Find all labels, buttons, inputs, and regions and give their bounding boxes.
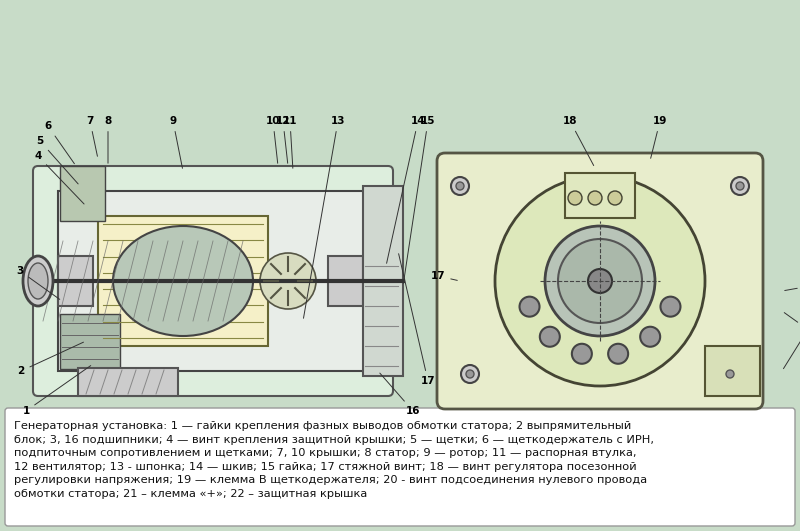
Text: 17: 17 [398, 254, 435, 386]
Text: 10: 10 [266, 116, 280, 163]
Circle shape [495, 176, 705, 386]
Circle shape [451, 177, 469, 195]
Text: 9: 9 [170, 116, 182, 168]
Circle shape [721, 365, 739, 383]
Circle shape [608, 344, 628, 364]
Text: 1: 1 [22, 366, 90, 416]
Circle shape [608, 191, 622, 205]
Circle shape [588, 269, 612, 293]
Circle shape [736, 182, 744, 190]
Text: 14: 14 [386, 116, 426, 263]
Circle shape [461, 365, 479, 383]
Circle shape [260, 253, 316, 309]
Text: 17: 17 [430, 271, 458, 281]
Circle shape [588, 191, 602, 205]
Text: 7: 7 [86, 116, 98, 156]
Ellipse shape [28, 263, 48, 299]
FancyBboxPatch shape [5, 408, 795, 526]
Text: 13: 13 [303, 116, 346, 318]
FancyBboxPatch shape [33, 166, 393, 396]
Text: 12: 12 [276, 116, 290, 163]
Bar [58, 256, 93, 306]
Text: 18: 18 [562, 116, 594, 166]
Text: 20: 20 [783, 321, 800, 369]
Text: 8: 8 [104, 116, 112, 163]
Text: 16: 16 [380, 373, 420, 416]
Circle shape [558, 239, 642, 323]
Ellipse shape [23, 256, 53, 306]
Text: 4: 4 [34, 151, 84, 204]
Circle shape [466, 370, 474, 378]
Text: 15: 15 [403, 116, 435, 283]
Text: 19: 19 [650, 116, 667, 158]
Circle shape [661, 297, 681, 316]
Bar [60, 166, 105, 221]
Bar [58, 191, 368, 371]
Bar [60, 314, 120, 369]
Circle shape [545, 226, 655, 336]
Bar [363, 186, 403, 376]
Bar [328, 256, 363, 306]
Text: 21: 21 [785, 281, 800, 291]
Ellipse shape [113, 226, 253, 336]
Circle shape [456, 182, 464, 190]
Bar [565, 173, 635, 218]
Text: 22: 22 [784, 313, 800, 336]
FancyBboxPatch shape [437, 153, 763, 409]
Text: 11: 11 [282, 116, 298, 168]
Text: 6: 6 [44, 121, 74, 164]
Circle shape [572, 344, 592, 364]
Bar [78, 368, 178, 396]
Circle shape [568, 191, 582, 205]
Circle shape [726, 370, 734, 378]
Text: 2: 2 [18, 342, 83, 376]
Bar [705, 346, 760, 396]
Circle shape [731, 177, 749, 195]
Bar [98, 216, 268, 346]
Circle shape [640, 327, 660, 347]
Circle shape [540, 327, 560, 347]
Text: Генераторная установка: 1 — гайки крепления фазных выводов обмотки статора; 2 вы: Генераторная установка: 1 — гайки крепле… [14, 421, 654, 499]
Circle shape [519, 297, 539, 316]
Text: 5: 5 [36, 136, 78, 184]
Text: 3: 3 [16, 266, 60, 299]
